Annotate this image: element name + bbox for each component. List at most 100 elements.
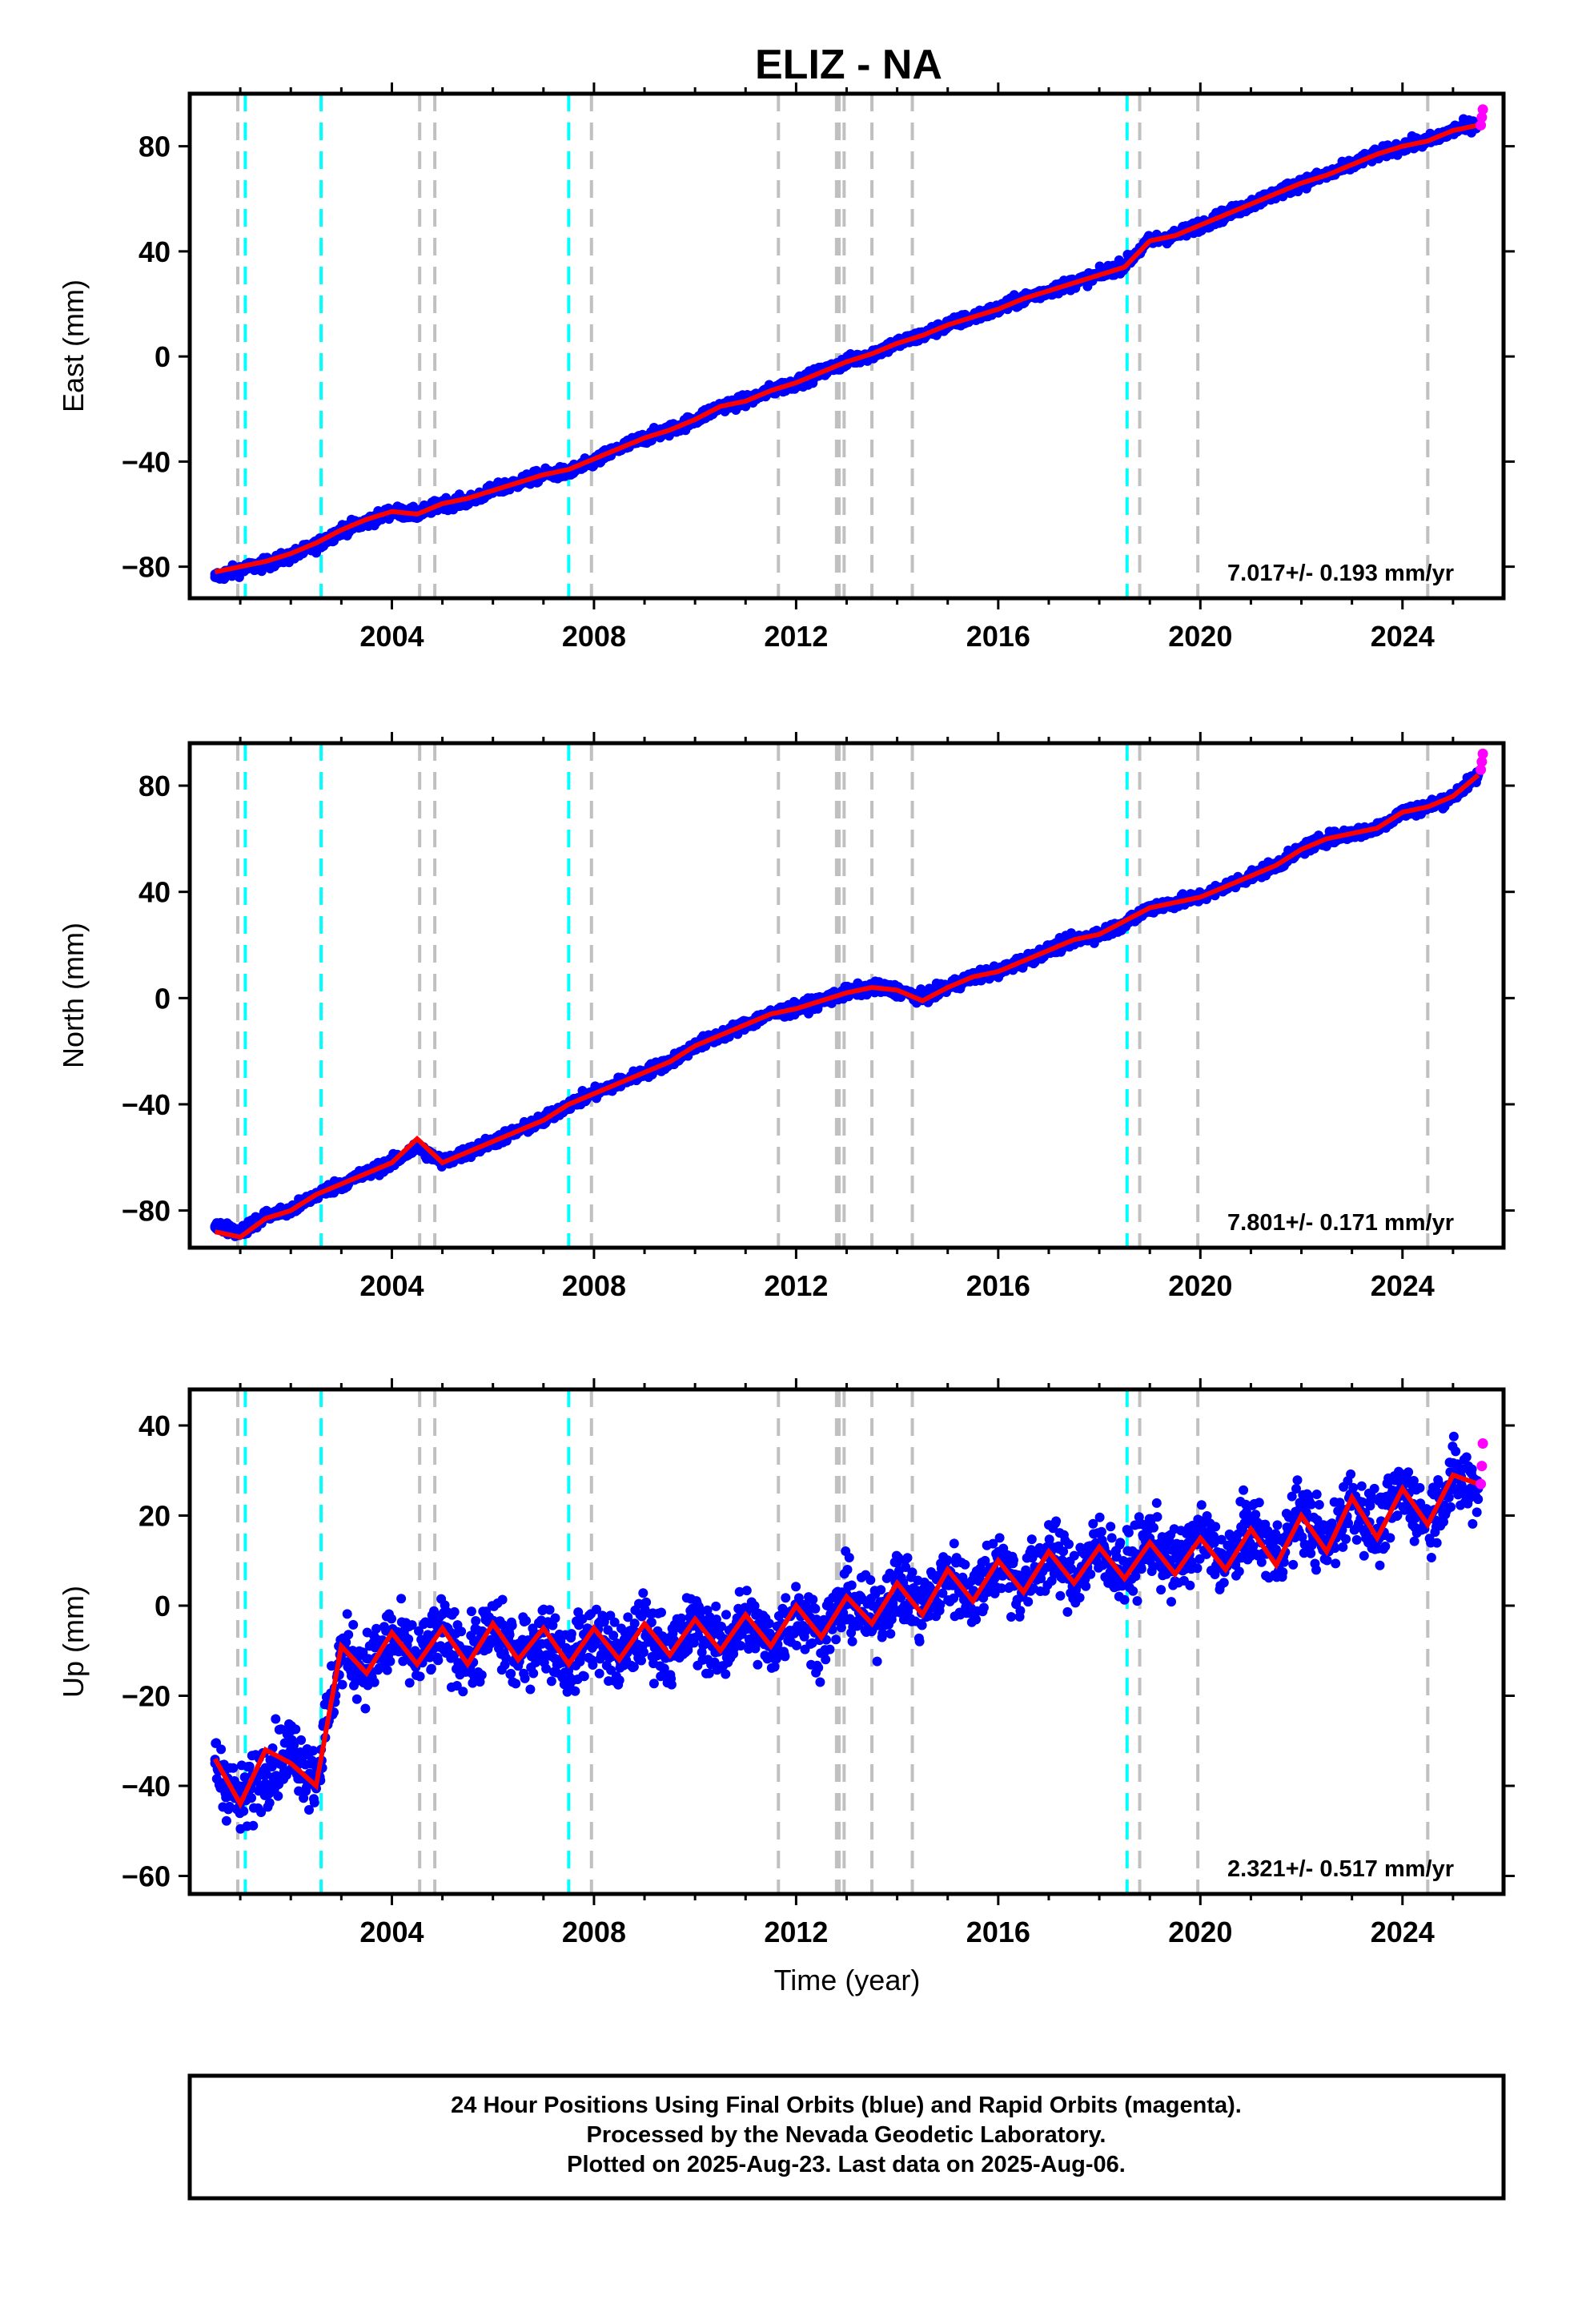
final-orbit-point (304, 1805, 314, 1815)
final-orbit-point (458, 1687, 468, 1697)
final-orbit-point (415, 1671, 425, 1682)
final-orbit-point (550, 1613, 560, 1623)
final-orbit-point (239, 1772, 250, 1783)
final-orbit-point (507, 1620, 517, 1630)
rapid-orbit-point (1477, 104, 1488, 115)
final-orbit-point (279, 1738, 290, 1748)
final-orbit-point (360, 1703, 371, 1714)
rapid-orbit-point (1476, 119, 1487, 131)
east-axis-label: East (mm) (57, 279, 90, 412)
final-orbit-point (273, 1791, 283, 1801)
final-orbit-point (291, 1724, 301, 1735)
x-tick-label: 2004 (359, 1269, 424, 1302)
final-orbit-scatter (210, 767, 1484, 1241)
final-orbit-point (521, 1615, 532, 1626)
final-orbit-point (387, 1614, 396, 1624)
final-orbit-point (511, 1679, 521, 1689)
final-orbit-point (341, 1637, 351, 1647)
model-fit-line (214, 123, 1479, 575)
east-rate-label: 7.017+/- 0.193 mm/yr (1227, 561, 1454, 586)
up-plot-area (210, 1389, 1488, 1894)
final-orbit-point (221, 1815, 231, 1826)
final-orbit-point (342, 1609, 352, 1619)
final-orbit-point (525, 1684, 536, 1695)
final-orbit-point (264, 1798, 275, 1808)
final-orbit-point (471, 1616, 481, 1626)
y-tick-label: 80 (139, 131, 171, 163)
final-orbit-point (570, 1686, 580, 1696)
model-fit-line (214, 773, 1480, 1240)
final-orbit-point (404, 1678, 415, 1688)
final-orbit-point (385, 1656, 396, 1667)
final-orbit-point (449, 1606, 460, 1617)
final-orbit-point (407, 1620, 417, 1630)
x-tick-label: 2016 (966, 620, 1030, 653)
final-orbit-point (592, 1604, 601, 1614)
y-tick-label: 40 (139, 235, 171, 268)
final-orbit-point (497, 1594, 508, 1605)
x-tick-label: 2024 (1371, 1269, 1435, 1302)
final-orbit-point (239, 1806, 249, 1816)
north-rate-label: 7.801+/- 0.171 mm/yr (1227, 1210, 1454, 1236)
final-orbit-point (548, 1620, 558, 1630)
final-orbit-point (566, 1629, 576, 1639)
final-orbit-point (228, 1763, 239, 1773)
final-orbit-point (456, 1626, 467, 1637)
x-tick-label: 2020 (1168, 620, 1232, 653)
final-orbit-point (224, 1801, 235, 1811)
final-orbit-point (348, 1619, 359, 1630)
final-orbit-point (546, 1676, 556, 1687)
final-orbit-point (337, 1679, 347, 1690)
x-tick-label: 2016 (966, 1269, 1030, 1302)
final-orbit-point (426, 1663, 436, 1674)
final-orbit-point (371, 1623, 381, 1634)
y-tick-label: 80 (139, 770, 171, 802)
east-panel: 2004 2008 2012 2016 2020 2024−80−4004080East … (57, 82, 1515, 653)
final-orbit-sample (210, 572, 220, 582)
final-orbit-point (520, 1673, 530, 1683)
figure-title: ELIZ - NA (755, 42, 942, 88)
final-orbit-point (396, 1594, 407, 1604)
final-orbit-point (296, 1735, 307, 1745)
final-orbit-point (449, 1651, 459, 1661)
final-orbit-point (504, 1630, 515, 1640)
x-tick-label: 2008 (562, 620, 626, 653)
y-tick-label: −40 (122, 445, 171, 478)
final-orbit-point (216, 1744, 227, 1755)
x-tick-label: 2020 (1168, 1269, 1232, 1302)
y-tick-label: 0 (155, 340, 171, 373)
x-tick-label: 2012 (764, 620, 828, 653)
final-orbit-point (429, 1606, 439, 1616)
final-orbit-point (452, 1681, 462, 1691)
rapid-orbit-point (1477, 748, 1488, 759)
final-orbit-point (247, 1793, 256, 1803)
north-axis-label: North (mm) (57, 923, 90, 1068)
final-orbit-point (351, 1694, 362, 1704)
final-orbit-point (476, 1670, 487, 1680)
final-orbit-point (398, 1656, 408, 1667)
x-tick-label: 2008 (562, 1269, 626, 1302)
final-orbit-point (501, 1653, 512, 1663)
rapid-orbit-point (1476, 764, 1487, 775)
final-orbit-point (414, 1626, 424, 1636)
final-orbit-point (309, 1797, 319, 1807)
final-orbit-point (369, 1677, 379, 1687)
final-orbit-sample (210, 1221, 220, 1232)
y-tick-label: 0 (155, 982, 171, 1015)
x-tick-label: 2024 (1371, 620, 1435, 653)
final-orbit-scatter (210, 1431, 1484, 1834)
up-panel: 2004 2008 2012 2016 2020 2024−60−40−2002040Up… (57, 1378, 1515, 1996)
final-orbit-point (433, 1655, 444, 1666)
final-orbit-point (256, 1807, 267, 1817)
final-orbit-point (244, 1761, 255, 1771)
final-orbit-point (271, 1714, 281, 1724)
y-tick-label: −40 (122, 1088, 171, 1121)
final-orbit-point (308, 1746, 319, 1756)
x-tick-label: 2004 (359, 620, 424, 653)
y-tick-label: 40 (139, 876, 171, 909)
final-orbit-point (541, 1663, 552, 1674)
final-orbit-point (579, 1671, 589, 1682)
final-orbit-point (248, 1820, 259, 1831)
final-orbit-point (404, 1634, 414, 1644)
